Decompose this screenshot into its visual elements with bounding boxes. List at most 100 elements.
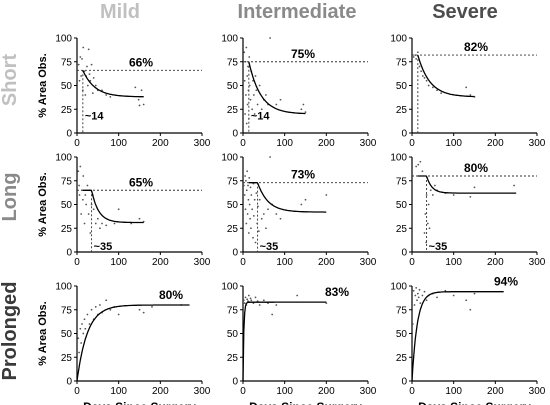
y-tick-label: 75 bbox=[227, 57, 239, 68]
data-point bbox=[245, 222, 248, 225]
x-tick-label: 200 bbox=[318, 257, 335, 268]
data-point bbox=[244, 60, 247, 63]
data-point bbox=[262, 213, 265, 215]
data-point bbox=[91, 92, 94, 94]
data-point bbox=[251, 208, 254, 211]
data-point bbox=[90, 308, 93, 311]
data-point bbox=[245, 179, 247, 182]
y-tick-label: 100 bbox=[390, 34, 407, 45]
data-point bbox=[243, 302, 246, 304]
data-point bbox=[254, 75, 257, 77]
x-tick-label: 100 bbox=[445, 138, 462, 149]
data-point bbox=[271, 313, 274, 316]
data-point bbox=[248, 84, 251, 87]
x-axis-label: Days Since Surgery bbox=[418, 400, 531, 405]
plateau-label-long-mild: 65% bbox=[129, 175, 153, 189]
row-title-long: Long bbox=[0, 173, 21, 222]
column-title-intermediate: Intermediate bbox=[238, 1, 357, 23]
y-tick-label: 50 bbox=[227, 81, 239, 92]
x-tick-label: 0 bbox=[74, 386, 80, 397]
y-tick-label: 25 bbox=[227, 105, 239, 116]
data-point bbox=[94, 84, 97, 87]
data-point bbox=[434, 184, 436, 187]
data-point bbox=[425, 299, 428, 302]
data-point bbox=[465, 299, 468, 302]
y-axis-label: % Area Obs. bbox=[37, 301, 49, 365]
row-title-prolonged: Prolonged bbox=[0, 282, 21, 381]
data-point bbox=[90, 203, 93, 206]
data-point bbox=[244, 296, 247, 299]
data-point bbox=[423, 77, 426, 79]
data-point bbox=[78, 184, 80, 187]
data-point bbox=[246, 298, 249, 301]
data-point bbox=[417, 163, 420, 166]
x-tick-label: 100 bbox=[445, 257, 462, 268]
data-point bbox=[258, 198, 261, 201]
onset-label-short-mild: ~14 bbox=[85, 111, 105, 123]
data-point bbox=[302, 103, 305, 106]
x-tick-label: 200 bbox=[318, 386, 335, 397]
data-point bbox=[414, 54, 417, 56]
y-tick-label: 0 bbox=[66, 248, 72, 259]
data-point bbox=[247, 65, 249, 68]
data-point bbox=[247, 117, 250, 120]
y-tick-label: 100 bbox=[390, 282, 407, 293]
y-tick-label: 50 bbox=[396, 329, 408, 340]
data-point bbox=[253, 113, 256, 115]
y-tick-label: 75 bbox=[61, 305, 73, 316]
data-point bbox=[99, 227, 101, 230]
data-point bbox=[83, 318, 86, 321]
fit-curve-prolonged-intermediate bbox=[242, 301, 327, 382]
fit-curve-short-severe bbox=[417, 54, 475, 98]
y-tick-label: 0 bbox=[401, 248, 407, 259]
data-point bbox=[101, 222, 103, 225]
y-tick-label: 0 bbox=[401, 129, 407, 140]
y-tick-label: 100 bbox=[55, 34, 72, 45]
data-point bbox=[84, 94, 87, 96]
plateau-label-long-severe: 80% bbox=[464, 161, 488, 175]
data-point bbox=[252, 236, 254, 239]
data-point bbox=[247, 294, 250, 297]
data-point bbox=[420, 70, 423, 73]
data-point bbox=[452, 294, 455, 297]
data-point bbox=[92, 77, 95, 79]
data-point bbox=[325, 194, 328, 196]
data-point bbox=[416, 299, 418, 302]
plateau-label-long-intermediate: 73% bbox=[291, 168, 315, 182]
data-point bbox=[254, 296, 257, 299]
data-point bbox=[86, 84, 89, 87]
x-axis-label: Days Since Surgery bbox=[83, 400, 196, 405]
data-point bbox=[82, 332, 85, 335]
fit-curve-long-intermediate bbox=[248, 182, 327, 213]
data-point bbox=[80, 342, 83, 344]
data-point bbox=[242, 184, 245, 187]
y-tick-label: 25 bbox=[396, 353, 408, 364]
data-point bbox=[415, 58, 418, 60]
data-point bbox=[243, 79, 246, 82]
data-point bbox=[245, 46, 248, 49]
data-point bbox=[426, 222, 429, 225]
data-point bbox=[275, 213, 278, 215]
data-point bbox=[265, 94, 267, 96]
x-tick-label: 100 bbox=[110, 138, 127, 149]
y-tick-label: 25 bbox=[396, 105, 408, 116]
data-point bbox=[417, 296, 420, 299]
data-point bbox=[513, 184, 515, 187]
data-point bbox=[87, 48, 90, 51]
data-point bbox=[79, 165, 82, 168]
data-point bbox=[90, 63, 93, 66]
data-point bbox=[94, 222, 97, 225]
data-point bbox=[244, 175, 246, 177]
data-point bbox=[88, 323, 91, 325]
data-point bbox=[300, 108, 303, 111]
data-point bbox=[138, 104, 141, 107]
data-point bbox=[428, 227, 431, 230]
data-point bbox=[85, 203, 88, 206]
data-point bbox=[249, 217, 251, 220]
data-point bbox=[436, 89, 438, 92]
y-tick-label: 75 bbox=[61, 176, 73, 187]
data-point bbox=[415, 287, 418, 289]
data-point bbox=[78, 194, 81, 196]
data-point bbox=[419, 302, 422, 304]
x-tick-label: 300 bbox=[360, 257, 377, 268]
